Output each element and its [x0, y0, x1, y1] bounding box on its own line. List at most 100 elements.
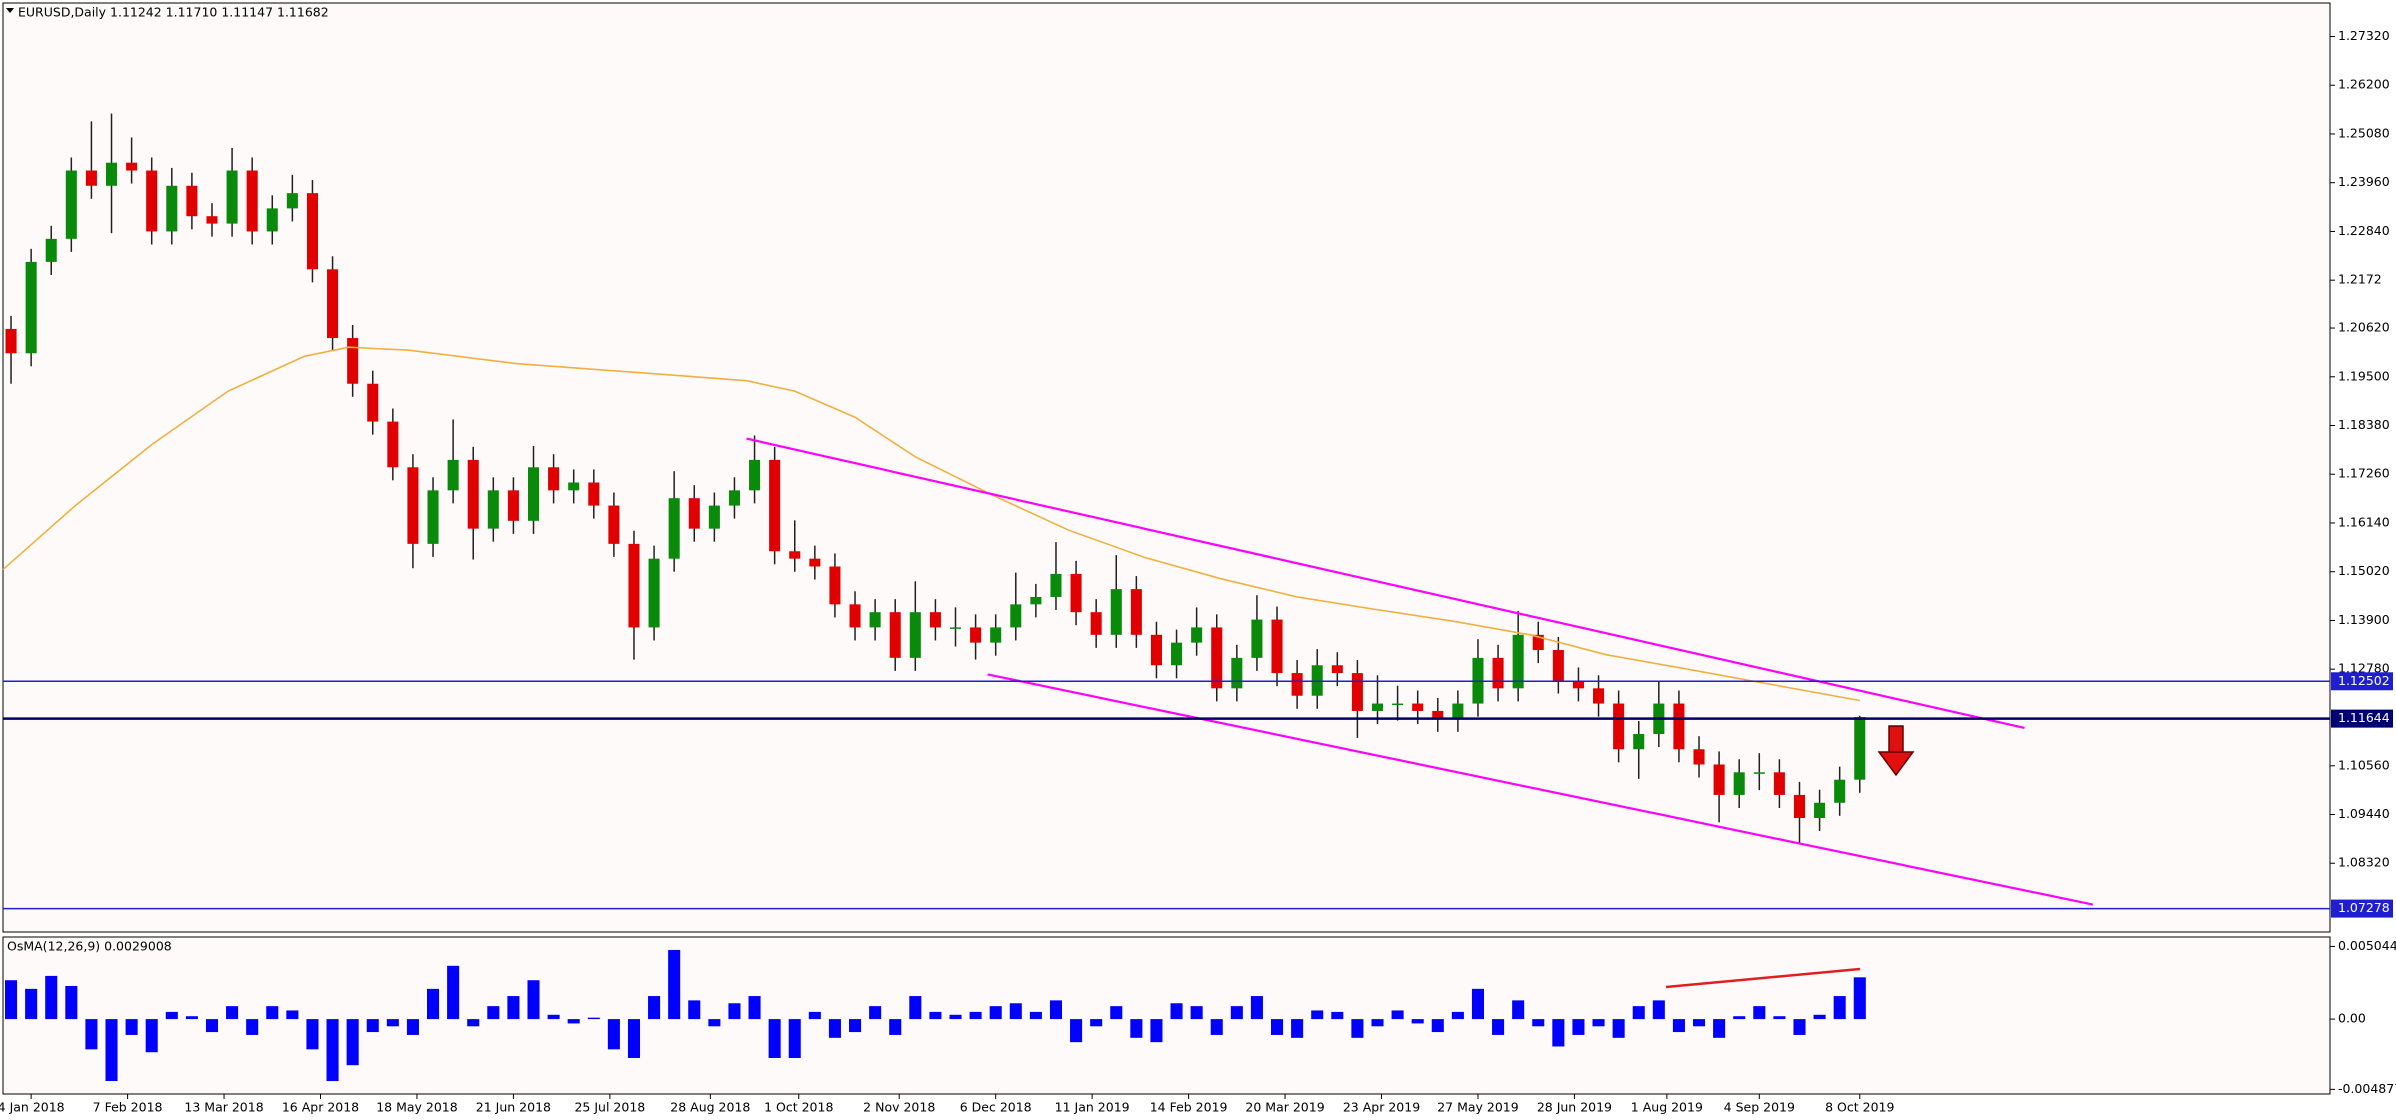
plot-layer: EURUSD,Daily 1.11242 1.11710 1.11147 1.1…: [0, 5, 2396, 1115]
osma-bar: [145, 1019, 158, 1053]
candle-body: [467, 459, 479, 529]
candle-body: [1311, 665, 1323, 696]
candle-body: [1834, 779, 1846, 803]
candle-body: [1191, 627, 1203, 643]
osma-bar: [105, 1019, 118, 1082]
candle-body: [1432, 710, 1444, 719]
candle-body: [1532, 634, 1544, 651]
osma-bar: [1130, 1019, 1143, 1038]
candle-body: [427, 490, 439, 544]
candle-body: [1251, 619, 1263, 658]
candle-body: [990, 627, 1002, 643]
osma-bar: [1632, 1006, 1645, 1020]
osma-bar: [909, 996, 922, 1020]
y-tick-label: 1.23960: [2338, 174, 2390, 189]
y-tick-label: -0.0048777: [2338, 1081, 2396, 1096]
candle-body: [1854, 717, 1866, 780]
y-tick-label: 1.20620: [2338, 320, 2390, 335]
candle-body: [1412, 703, 1424, 711]
candle-body: [1452, 703, 1464, 719]
osma-bar: [648, 996, 661, 1020]
osma-bar: [1170, 1003, 1183, 1020]
osma-bar: [1692, 1019, 1706, 1027]
candle-body: [1331, 665, 1343, 674]
candle-body: [769, 459, 781, 552]
candle-body: [869, 612, 881, 628]
x-tick-label: 18 May 2018: [376, 1100, 458, 1115]
osma-bar: [1371, 1019, 1384, 1027]
candle-body: [829, 566, 841, 605]
osma-bar: [869, 1006, 882, 1020]
osma-bar: [467, 1019, 480, 1027]
sell-arrow: [1877, 725, 1915, 777]
y-tick-label: 1.17260: [2338, 466, 2390, 481]
osma-bar: [1070, 1019, 1083, 1043]
osma-bar: [326, 1019, 339, 1082]
osma-bar: [788, 1019, 801, 1058]
y-tick-label: 1.18380: [2338, 417, 2390, 432]
candle-body: [266, 208, 278, 232]
osma-bar: [366, 1019, 379, 1033]
x-tick-label: 28 Aug 2018: [670, 1100, 750, 1115]
osma-bar: [688, 1000, 701, 1020]
osma-bar: [1331, 1011, 1344, 1020]
osma-bar: [889, 1019, 902, 1035]
arrow-head: [1877, 751, 1915, 777]
candle-body: [1050, 573, 1062, 597]
osma-bar: [346, 1019, 359, 1066]
candle-body: [166, 185, 178, 232]
candle-body: [286, 193, 298, 209]
osma-bar: [1230, 1006, 1243, 1020]
osma-bar: [1813, 1014, 1826, 1020]
candle-body: [1090, 612, 1102, 635]
x-tick-label: 28 Jun 2019: [1537, 1100, 1612, 1115]
osma-bar: [1311, 1010, 1324, 1020]
candle-body: [1492, 657, 1504, 689]
osma-bar: [1753, 1006, 1766, 1020]
osma-bar: [1572, 1019, 1585, 1035]
candle-body: [65, 170, 77, 239]
price-level-tag: [2331, 672, 2393, 691]
candle-body: [1030, 596, 1042, 605]
candle-body: [126, 162, 138, 171]
panel-title: OsMA(12,26,9) 0.0029008: [7, 939, 172, 954]
osma-bar: [5, 980, 18, 1020]
osma-bar: [567, 1019, 580, 1024]
osma-bar: [748, 996, 761, 1020]
y-tick-label: 1.19500: [2338, 368, 2390, 383]
candle-body: [487, 490, 499, 529]
candle-body: [85, 170, 97, 186]
candle-body: [909, 612, 921, 658]
osma-bar: [1391, 1010, 1404, 1020]
x-tick-label: 13 Mar 2018: [184, 1100, 263, 1115]
candle-body: [1010, 604, 1022, 628]
candle-body: [1693, 749, 1705, 765]
osma-bar: [1210, 1019, 1223, 1035]
osma-bar: [969, 1011, 982, 1020]
y-tick-label: 1.2172: [2338, 272, 2382, 287]
candle-body: [1171, 642, 1183, 666]
candle-body: [1371, 703, 1384, 711]
osma-bar: [1110, 1006, 1123, 1020]
candle-body: [588, 482, 600, 506]
candle-body: [306, 193, 318, 270]
candle-body: [728, 490, 740, 506]
osma-bar: [1492, 1019, 1505, 1035]
osma-bar: [828, 1019, 841, 1038]
osma-bar: [668, 949, 681, 1020]
candle-body: [387, 421, 399, 468]
osma-bar: [1190, 1006, 1203, 1020]
osma-bar: [929, 1011, 942, 1020]
candle-body: [206, 216, 218, 224]
price-level-tag: [2331, 899, 2393, 918]
x-tick-label: 20 Mar 2019: [1245, 1100, 1324, 1115]
osma-bar: [1532, 1019, 1545, 1027]
x-tick-label: 21 Jun 2018: [476, 1100, 551, 1115]
candle-body: [849, 604, 861, 628]
osma-bar: [1672, 1019, 1685, 1033]
candle-body: [1070, 573, 1082, 613]
price-level-tag: [2331, 709, 2393, 728]
candle-body: [1753, 772, 1765, 774]
osma-bar: [1552, 1019, 1565, 1047]
